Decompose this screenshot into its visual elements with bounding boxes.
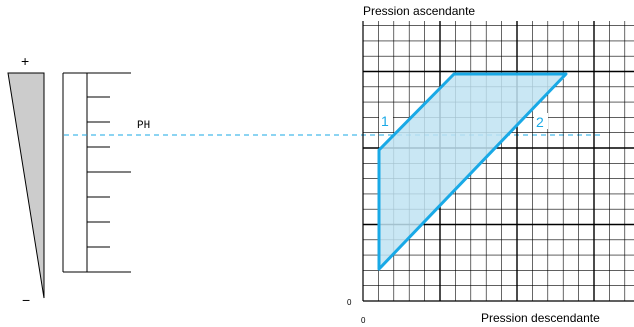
x-origin-label: 0: [361, 316, 366, 325]
region-label-2-bg: [534, 113, 548, 129]
region-label-1-bg: [379, 113, 393, 129]
minus-sign: −: [22, 292, 30, 308]
ph-label: PH: [137, 120, 150, 132]
pressure-wedge: [7, 72, 45, 299]
region-label-2: 2: [536, 114, 544, 130]
operating-region: [377, 72, 568, 271]
level-gauge: [62, 72, 131, 273]
x-axis-title-bg: [478, 308, 634, 327]
plus-sign: +: [21, 53, 29, 69]
region-label-1: 1: [381, 113, 389, 129]
x-axis-title: Pression descendante: [481, 311, 600, 325]
y-axis-title: Pression ascendante: [363, 4, 475, 18]
y-origin-label: 0: [347, 298, 352, 307]
